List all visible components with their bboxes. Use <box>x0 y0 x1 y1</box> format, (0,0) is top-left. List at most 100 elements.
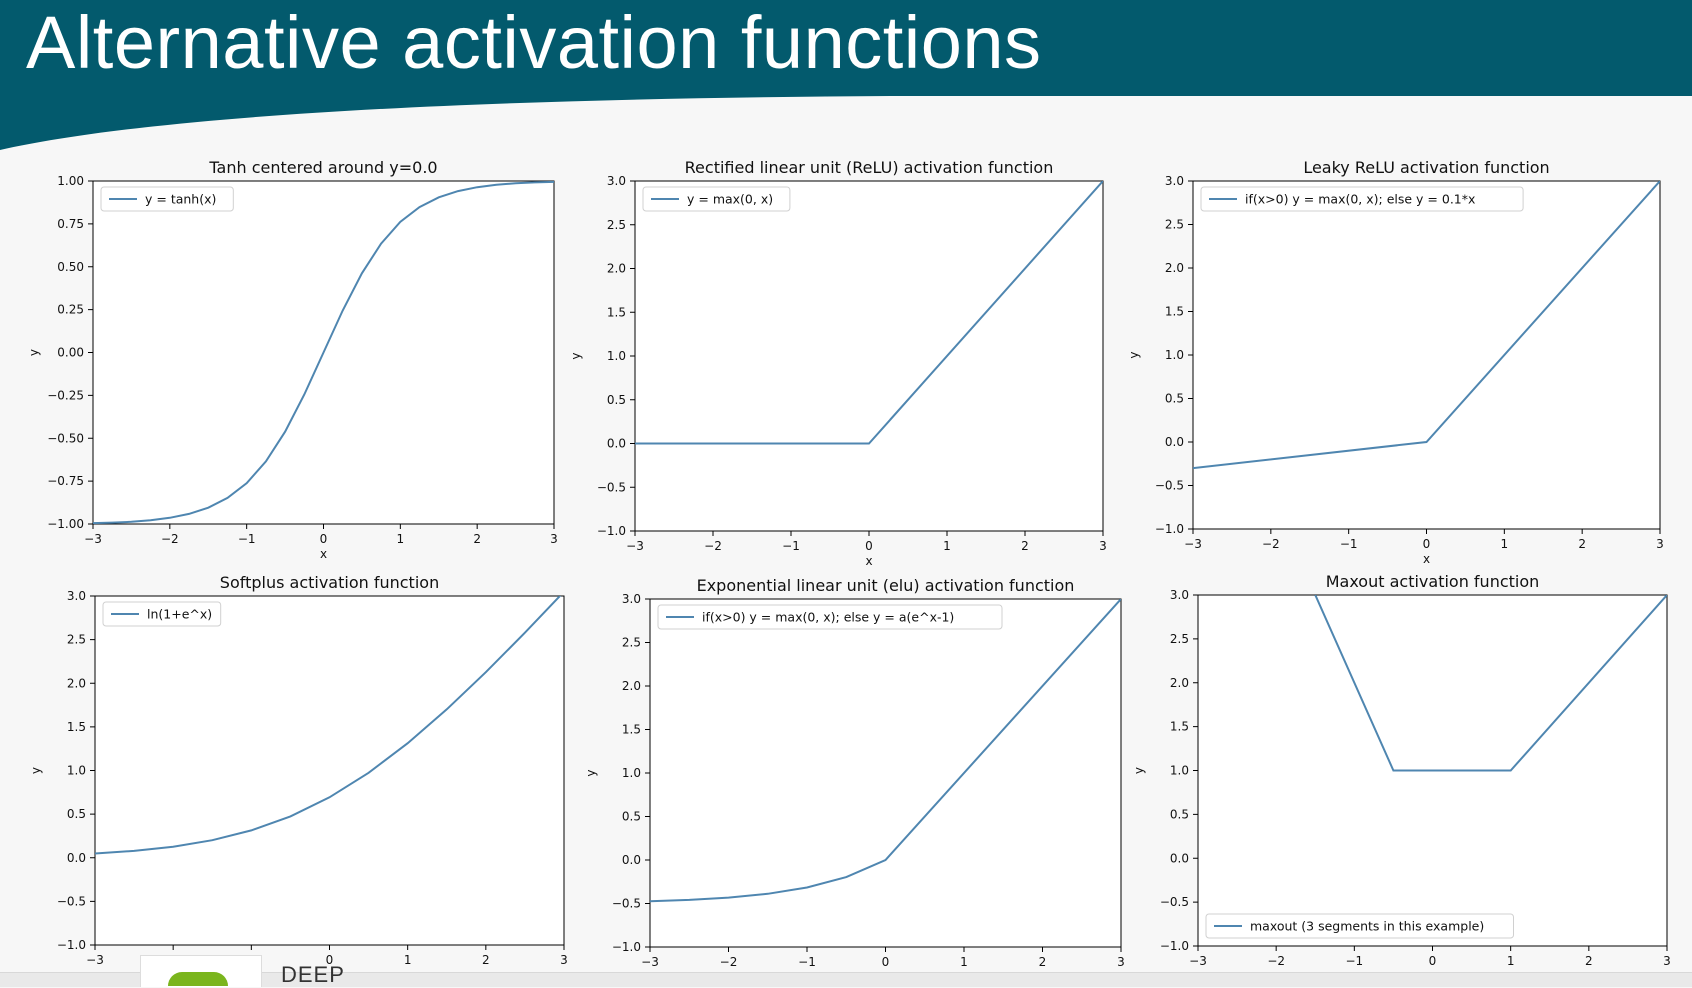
chart-panel-2: Rectified linear unit (ReLU) activation … <box>569 158 1107 568</box>
y-tick-label: 1.0 <box>1165 348 1184 362</box>
legend-box <box>102 601 222 627</box>
x-tick-label: −3 <box>641 955 659 969</box>
y-tick-label: 2.0 <box>1165 261 1184 275</box>
chart-panel-3: Leaky ReLU activation function −3 −2 −1 0 1 2 3… <box>1127 158 1664 566</box>
y-axis-label: y <box>29 767 43 774</box>
y-tick-label: −1.0 <box>1160 939 1189 953</box>
legend-label: if(x>0) y = max(0, x); else y = a(e^x-1) <box>702 610 954 625</box>
plot-area <box>634 180 1104 532</box>
y-tick-label: 1.00 <box>57 174 84 188</box>
legend-label: maxout (3 segments in this example) <box>1250 919 1484 934</box>
legend-label: ln(1+e^x) <box>147 607 212 622</box>
x-tick-label: −2 <box>161 532 179 546</box>
y-tick-label: 3.0 <box>622 592 641 606</box>
legend-box <box>657 604 1003 630</box>
y-tick-label: 0.0 <box>1170 851 1189 865</box>
x-tick-label: 2 <box>473 532 481 546</box>
legend-box <box>642 186 791 212</box>
x-tick-label: −1 <box>238 532 256 546</box>
y-axis-label: y <box>27 349 41 356</box>
x-tick-label: 3 <box>560 953 568 967</box>
series-line <box>95 596 562 855</box>
x-tick-label: 2 <box>1021 539 1029 553</box>
y-tick-label: 0.5 <box>607 393 626 407</box>
plot-area <box>94 595 565 946</box>
x-tick-label: −2 <box>1267 954 1285 968</box>
x-tick-label: 1 <box>404 953 412 967</box>
y-tick-label: 1.0 <box>622 766 641 780</box>
x-tick-label: 0 <box>882 955 890 969</box>
chart-panel-1: Tanh centered around y=0.0 −3 −2 −1 0 1 2 3 1.00… <box>27 158 558 561</box>
chart-title: Tanh centered around y=0.0 <box>208 158 437 177</box>
chart-title: Maxout activation function <box>1326 572 1540 591</box>
footer-logo-text: DEEP <box>281 962 345 987</box>
chart-panel-5: Exponential linear unit (elu) activation… <box>584 576 1125 984</box>
y-tick-label: 0.0 <box>67 851 86 865</box>
y-tick-label: −1.0 <box>612 940 641 954</box>
series-line <box>1314 595 1667 772</box>
y-tick-label: −0.50 <box>47 431 84 445</box>
series-line <box>650 599 1121 903</box>
x-tick-label: 0 <box>865 539 873 553</box>
y-tick-label: 2.5 <box>1170 632 1189 646</box>
chart-title: Rectified linear unit (ReLU) activation … <box>685 158 1054 177</box>
y-tick-label: 2.5 <box>67 633 86 647</box>
x-tick-label: 0 <box>1429 954 1437 968</box>
x-tick-label: −1 <box>1340 537 1358 551</box>
y-tick-label: 0.5 <box>1170 807 1189 821</box>
slide-title: Alternative activation functions <box>26 1 1042 84</box>
chart-title: Exponential linear unit (elu) activation… <box>697 576 1075 595</box>
series-line <box>635 181 1103 445</box>
x-tick-label: −3 <box>86 953 104 967</box>
y-tick-label: 1.5 <box>1170 720 1189 734</box>
y-tick-label: −0.5 <box>1155 479 1184 493</box>
y-tick-label: −1.0 <box>57 938 86 952</box>
y-tick-label: −0.5 <box>1160 895 1189 909</box>
y-tick-label: 1.5 <box>622 723 641 737</box>
chart-panel-4: Softplus activation function−3−2−101233.… <box>29 573 568 982</box>
x-tick-label: −2 <box>704 539 722 553</box>
x-tick-label: 1 <box>1501 537 1509 551</box>
x-tick-label: 2 <box>1585 954 1593 968</box>
y-tick-label: −1.0 <box>597 524 626 538</box>
x-tick-label: −2 <box>720 955 738 969</box>
x-tick-label: 3 <box>550 532 558 546</box>
legend-label: y = max(0, x) <box>687 192 773 207</box>
x-tick-label: 1 <box>397 532 405 546</box>
x-tick-label: −1 <box>798 955 816 969</box>
y-tick-label: 3.0 <box>1170 588 1189 602</box>
y-tick-label: 0.00 <box>57 346 84 360</box>
x-tick-label: −1 <box>1345 954 1363 968</box>
y-tick-label: 2.0 <box>67 676 86 690</box>
x-axis-label: x <box>1423 552 1430 566</box>
chart-panel-6: Maxout activation function −3 −2 −1 0 1 2 3 3.0 2… <box>1132 572 1671 983</box>
x-tick-label: 0 <box>326 953 334 967</box>
y-tick-label: −0.75 <box>47 474 84 488</box>
y-axis-label: y <box>1132 767 1146 774</box>
series-line <box>93 181 554 524</box>
y-tick-label: 0.75 <box>57 217 84 231</box>
y-tick-label: 1.5 <box>607 305 626 319</box>
y-tick-label: 0.0 <box>1165 435 1184 449</box>
y-tick-label: 0.0 <box>607 437 626 451</box>
x-tick-label: −3 <box>1184 537 1202 551</box>
y-tick-label: −0.5 <box>597 480 626 494</box>
y-tick-label: −0.5 <box>57 894 86 908</box>
y-tick-label: 1.0 <box>607 349 626 363</box>
x-tick-label: 3 <box>1656 537 1664 551</box>
footer-bar <box>0 972 1692 987</box>
y-axis-label: y <box>1127 351 1141 358</box>
x-tick-label: 0 <box>1423 537 1431 551</box>
y-tick-label: 1.5 <box>1165 305 1184 319</box>
y-tick-label: 1.0 <box>67 764 86 778</box>
x-tick-label: 3 <box>1099 539 1107 553</box>
y-tick-label: 0.5 <box>622 810 641 824</box>
y-tick-label: 0.5 <box>1165 392 1184 406</box>
legend-box <box>100 186 234 212</box>
y-tick-label: 2.5 <box>1165 218 1184 232</box>
x-axis-label: x <box>320 547 327 561</box>
x-tick-label: −3 <box>1189 954 1207 968</box>
series-line <box>1193 181 1660 470</box>
y-tick-label: −0.5 <box>612 897 641 911</box>
